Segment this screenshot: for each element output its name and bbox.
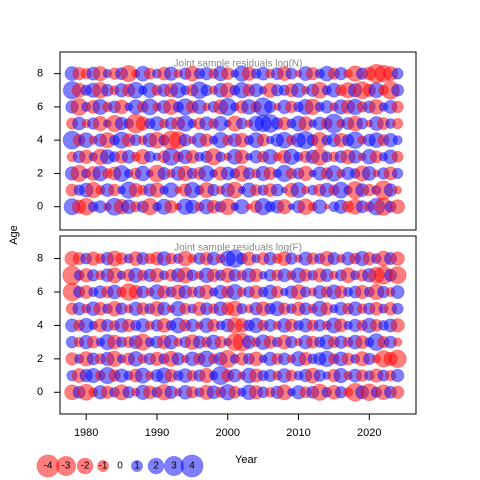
x-tick-label: 1990 [145, 427, 169, 439]
legend-bubble [55, 455, 77, 477]
y-tick-label: 0 [37, 201, 43, 213]
x-tick-label: 2000 [215, 427, 239, 439]
y-tick-label: 2 [37, 167, 43, 179]
y-axis-label: Age [8, 225, 20, 245]
y-tick-label: 8 [37, 68, 43, 80]
bubble [388, 349, 407, 369]
y-tick-label: 6 [37, 101, 43, 113]
y-tick-label: 0 [37, 386, 43, 398]
y-tick-label: 2 [37, 353, 43, 365]
x-tick-label: 2020 [357, 427, 381, 439]
panel-title: Joint sample residuals log(F) [174, 243, 302, 254]
legend-bubble [76, 457, 94, 475]
legend-bubble [180, 454, 204, 478]
legend-label: 3 [171, 461, 177, 472]
bubble [390, 385, 405, 400]
bubble [390, 251, 405, 266]
legend-label: -3 [62, 461, 71, 472]
y-tick-label: 6 [37, 286, 43, 298]
bubble [391, 117, 404, 130]
x-tick-label: 2010 [286, 427, 310, 439]
legend-label: -1 [99, 461, 108, 472]
bubble [390, 199, 406, 215]
legend-label: -2 [81, 461, 90, 472]
legend-label: 1 [134, 461, 140, 472]
x-tick-label: 1980 [74, 427, 98, 439]
bubble [390, 284, 405, 299]
bubble [392, 337, 403, 347]
panel-title: Joint sample residuals log(N) [174, 59, 303, 70]
panel-frame [59, 51, 417, 231]
legend-label: 4 [189, 461, 195, 472]
y-tick-label: 4 [37, 319, 43, 331]
bubble [391, 67, 404, 80]
bubble [391, 302, 404, 315]
legend-bubble [131, 460, 143, 472]
y-tick-label: 8 [37, 252, 43, 264]
bubble [392, 135, 403, 146]
bubble [391, 83, 405, 97]
bubble [391, 150, 404, 163]
legend-label: 0 [117, 461, 123, 472]
bubble [390, 318, 405, 333]
legend-bubble [97, 460, 109, 472]
bubble [391, 100, 404, 114]
bubble [388, 266, 407, 285]
legend-label: 2 [153, 461, 159, 472]
bubble [393, 185, 402, 195]
bubble [390, 368, 405, 383]
bubble [391, 167, 404, 180]
x-axis-label: Year [235, 454, 258, 466]
legend-label: -4 [44, 461, 53, 472]
legend-bubble [147, 457, 165, 475]
y-tick-label: 4 [37, 134, 43, 146]
